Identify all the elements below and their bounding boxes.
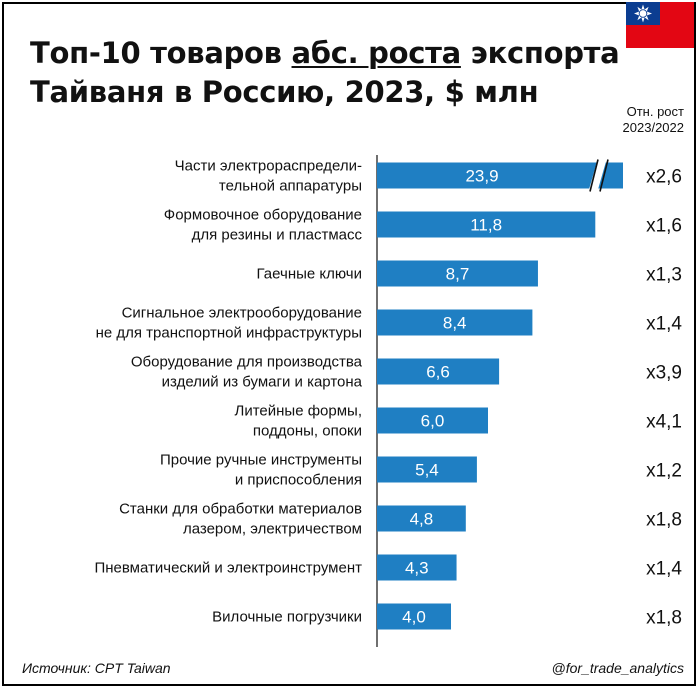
category-label: и приспособления (235, 472, 362, 489)
axis-break-mark (589, 159, 599, 192)
bar-value-label: 8,4 (443, 314, 467, 333)
category-label: изделий из бумаги и картона (162, 374, 363, 391)
relative-growth-label: x1,4 (646, 559, 682, 580)
title-underlined-part: абс. роста (291, 36, 462, 70)
source-note: Источник: CPT Taiwan (22, 660, 171, 676)
title-part-2: экспорта Тайваня в Россию, 2023, $ млн (30, 36, 620, 109)
category-label: лазером, электричеством (183, 521, 362, 538)
category-label: Сигнальное электрооборудование (122, 305, 362, 322)
bar (377, 407, 488, 434)
bar (377, 603, 451, 630)
bar (377, 162, 623, 189)
bar (377, 260, 538, 287)
growth-header-line-2: 2023/2022 (622, 120, 684, 135)
bar (377, 358, 500, 385)
category-label: тельной аппаратуры (219, 178, 362, 195)
category-label: Гаечные ключи (257, 266, 362, 283)
category-label: для резины и пластмасс (192, 227, 363, 244)
bar (377, 309, 533, 336)
bar (377, 505, 466, 532)
relative-growth-label: x1,8 (646, 510, 682, 531)
bar-value-label: 4,0 (402, 608, 426, 627)
category-label: Станки для обработки материалов (119, 501, 362, 518)
relative-growth-label: x3,9 (646, 363, 682, 384)
category-label: Формовочное оборудование (164, 207, 362, 224)
flag-sun (634, 4, 652, 23)
relative-growth-label: x1,6 (646, 216, 682, 237)
bar-value-label: 23,9 (465, 167, 498, 186)
growth-header-line-1: Отн. рост (626, 104, 684, 119)
bar-value-label: 4,8 (410, 510, 434, 529)
bar-value-label: 6,0 (421, 412, 445, 431)
author-handle: @for_trade_analytics (551, 660, 684, 676)
taiwan-flag-icon (626, 2, 694, 48)
title-part-1: Топ-10 товаров (30, 36, 292, 70)
category-label: Прочие ручные инструменты (160, 452, 362, 469)
category-label: поддоны, опоки (253, 423, 362, 440)
bar-value-label: 8,7 (446, 265, 470, 284)
category-label: Литейные формы, (234, 403, 362, 420)
growth-column-header: Отн. рост 2023/2022 (623, 104, 684, 136)
axis-break-mark (599, 159, 609, 192)
category-label: Пневматический и электроинструмент (94, 560, 362, 577)
category-label: Части электрораспредели- (175, 158, 362, 175)
bar (377, 456, 477, 483)
category-label: не для транспортной инфраструктуры (96, 325, 362, 342)
bar-value-label: 11,8 (470, 216, 502, 235)
bar-value-label: 5,4 (415, 461, 439, 480)
bar-value-label: 4,3 (405, 559, 429, 578)
relative-growth-label: x1,8 (646, 608, 682, 629)
chart-title: Топ-10 товаров абс. роста экспорта Тайва… (30, 34, 630, 112)
category-label: Вилочные погрузчики (212, 609, 362, 626)
relative-growth-label: x1,3 (646, 265, 682, 286)
relative-growth-label: x1,2 (646, 461, 682, 482)
bar-value-label: 6,6 (426, 363, 450, 382)
relative-growth-label: x2,6 (646, 167, 682, 188)
axis-break-gap (588, 159, 607, 192)
bar (377, 554, 457, 581)
bar (377, 211, 596, 238)
relative-growth-label: x4,1 (646, 412, 682, 433)
category-label: Оборудование для производства (131, 354, 363, 371)
relative-growth-label: x1,4 (646, 314, 682, 335)
